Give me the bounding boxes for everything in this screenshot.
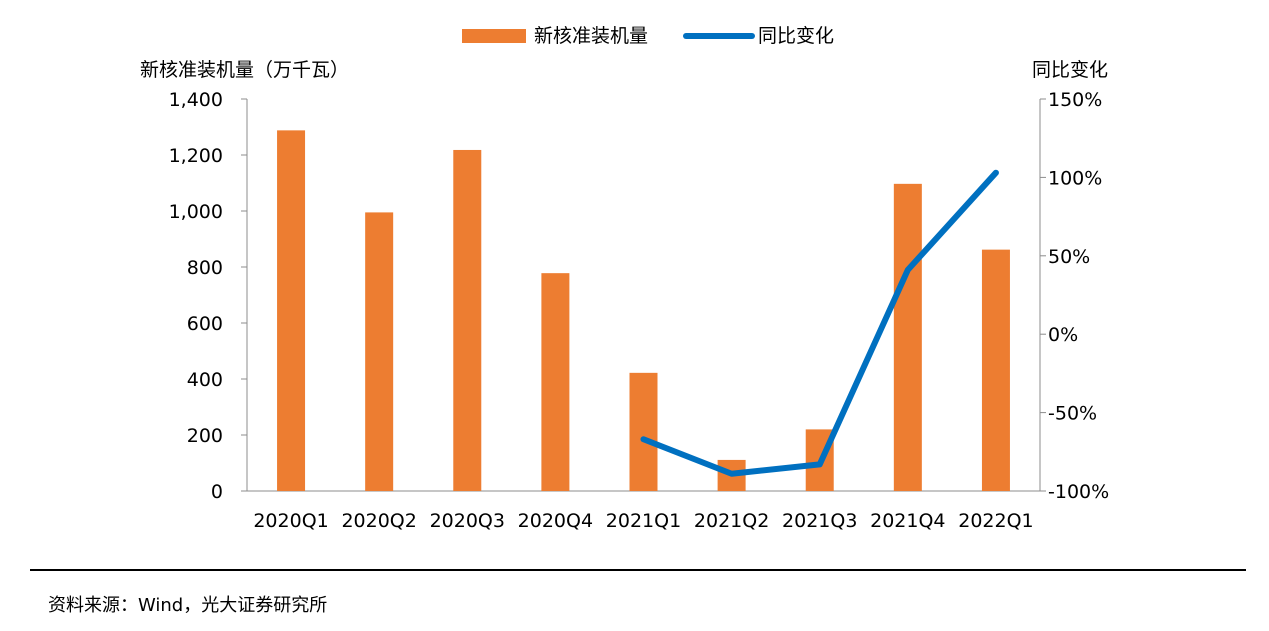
legend-swatch-bar xyxy=(462,29,526,43)
bar xyxy=(277,130,306,492)
bar-series xyxy=(277,130,1010,492)
y-axis-right-tick-label: -50% xyxy=(1048,403,1097,425)
y-axis-left-tick-label: 800 xyxy=(187,257,223,279)
bar xyxy=(453,149,482,491)
y-axis-right-tick-label: 100% xyxy=(1048,167,1102,189)
x-axis-tick-label: 2021Q1 xyxy=(606,510,681,532)
x-axis-tick-label: 2020Q4 xyxy=(518,510,593,532)
legend-label-line: 同比变化 xyxy=(758,25,834,47)
x-axis-tick-label: 2021Q3 xyxy=(782,510,857,532)
x-axis-tick-label: 2021Q2 xyxy=(694,510,769,532)
legend: 新核准装机量 同比变化 xyxy=(462,25,834,47)
x-axis-ticks: 2020Q1 2020Q2 2020Q3 2020Q4 2021Q1 2021Q2 2021… xyxy=(253,510,1033,532)
bar xyxy=(981,249,1010,491)
y-axis-left-title: 新核准装机量（万千瓦） xyxy=(140,59,349,81)
bar xyxy=(629,372,658,491)
x-axis-tick-label: 2020Q2 xyxy=(341,510,416,532)
y-axis-left-tick-label: 1,400 xyxy=(169,89,223,111)
y-axis-left-tick-label: 0 xyxy=(211,481,223,503)
y-axis-right-tick-label: 0% xyxy=(1048,324,1078,346)
bar xyxy=(541,273,570,491)
y-axis-left-tick-label: 400 xyxy=(187,369,223,391)
bar xyxy=(365,212,394,491)
chart: 新核准装机量 同比变化 新核准装机量（万千瓦） 同比变化 0 200 400 600 8… xyxy=(140,25,1109,532)
line-series xyxy=(640,169,999,477)
footer-divider xyxy=(30,569,1246,571)
y-axis-left-tick-label: 1,200 xyxy=(169,145,223,167)
y-axis-right-title: 同比变化 xyxy=(1032,59,1108,81)
y-axis-right-tick-label: 50% xyxy=(1048,246,1090,268)
legend-label-bar: 新核准装机量 xyxy=(534,25,648,47)
y-axis-right-tick-label: 150% xyxy=(1048,89,1102,111)
yoy-line xyxy=(640,169,999,477)
y-axis-left-tick-label: 1,000 xyxy=(169,201,223,223)
y-axis-left-tick-label: 200 xyxy=(187,425,223,447)
y-axis-left-tick-label: 600 xyxy=(187,313,223,335)
x-axis-tick-label: 2020Q3 xyxy=(430,510,505,532)
y-axis-right-ticks: -100% -50% 0% 50% 100% 150% xyxy=(1040,89,1109,503)
x-axis-tick-label: 2022Q1 xyxy=(958,510,1033,532)
source-note: 资料来源：Wind，光大证券研究所 xyxy=(48,595,328,616)
x-axis-tick-label: 2020Q1 xyxy=(253,510,328,532)
x-axis-tick-label: 2021Q4 xyxy=(870,510,945,532)
y-axis-right-tick-label: -100% xyxy=(1048,481,1109,503)
y-axis-left-ticks: 0 200 400 600 800 1,000 1,200 1,400 xyxy=(169,89,247,503)
bar xyxy=(893,183,922,491)
